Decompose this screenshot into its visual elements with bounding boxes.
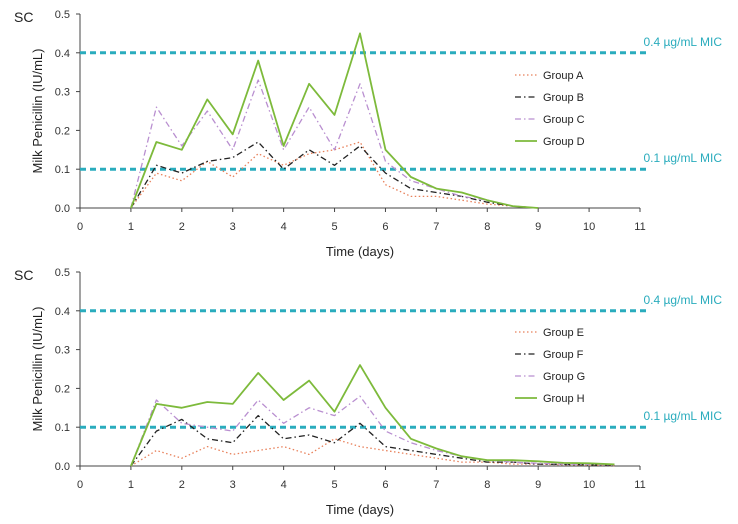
y-axis-title: Milk Penicillin (IU/mL) xyxy=(30,307,45,432)
legend-entry: Group E xyxy=(543,327,584,339)
x-tick-label: 2 xyxy=(179,479,185,491)
y-tick-label: 0.4 xyxy=(55,48,70,60)
y-axis-title: Milk Penicillin (IU/mL) xyxy=(30,49,45,174)
mic-reference-label: 0.1 µg/mL MIC xyxy=(644,151,723,165)
legend-entry: Group H xyxy=(543,393,585,405)
chart-panel-2: SC 0.0 0.1 0.2 0.3 0.4 0.5 0 1 2 3 4 5 6 7 8 9 10 11 Time (… xyxy=(14,267,722,517)
x-tick-label: 8 xyxy=(484,479,490,491)
x-tick-label: 8 xyxy=(484,221,490,233)
legend-entry: Group C xyxy=(543,114,585,126)
x-tick-label: 3 xyxy=(230,479,236,491)
y-tick-label: 0.2 xyxy=(55,125,70,137)
x-tick-label: 0 xyxy=(77,479,83,491)
x-tick-label: 6 xyxy=(382,221,388,233)
x-tick-label: 2 xyxy=(179,221,185,233)
panel-label: SC xyxy=(14,9,33,25)
x-tick-label: 4 xyxy=(281,221,287,233)
x-tick-label: 3 xyxy=(230,221,236,233)
x-tick-label: 7 xyxy=(433,479,439,491)
y-tick-label: 0.2 xyxy=(55,383,70,395)
x-axis-title: Time (days) xyxy=(326,244,394,259)
y-tick-label: 0.1 xyxy=(55,422,70,434)
x-tick-label: 9 xyxy=(535,479,541,491)
x-tick-label: 10 xyxy=(583,479,595,491)
legend-entry: Group A xyxy=(543,70,584,82)
legend-entry: Group G xyxy=(543,371,585,383)
legend-entry: Group D xyxy=(543,136,585,148)
x-tick-label: 10 xyxy=(583,221,595,233)
x-tick-label: 1 xyxy=(128,221,134,233)
mic-reference-label: 0.1 µg/mL MIC xyxy=(644,409,723,423)
legend-entry: Group B xyxy=(543,92,584,104)
x-tick-label: 9 xyxy=(535,221,541,233)
y-tick-label: 0.4 xyxy=(55,306,70,318)
series-line-group-b xyxy=(130,141,539,209)
x-tick-label: 5 xyxy=(331,479,337,491)
series-line-group-d xyxy=(130,32,539,209)
x-tick-label: 11 xyxy=(634,479,645,491)
series-line-group-g xyxy=(130,395,615,467)
series-line-group-f xyxy=(130,414,615,467)
x-tick-label: 7 xyxy=(433,221,439,233)
chart-panel-1: SC 0.0 0.1 0.2 0.3 0.4 0.5 0 1 2 3 4 5 6 7 8 9 10 11 Time (… xyxy=(14,9,722,259)
y-tick-label: 0.3 xyxy=(55,345,70,357)
legend-entry: Group F xyxy=(543,349,584,361)
mic-reference-label: 0.4 µg/mL MIC xyxy=(644,293,723,307)
panel-label: SC xyxy=(14,267,33,283)
y-tick-label: 0.1 xyxy=(55,164,70,176)
x-tick-label: 4 xyxy=(281,479,287,491)
y-tick-label: 0.5 xyxy=(55,267,70,279)
x-tick-label: 11 xyxy=(634,221,645,233)
x-tick-label: 0 xyxy=(77,221,83,233)
y-tick-label: 0.3 xyxy=(55,87,70,99)
x-tick-label: 1 xyxy=(128,479,134,491)
series-line-group-h xyxy=(130,364,615,467)
x-axis-title: Time (days) xyxy=(326,502,394,517)
y-tick-label: 0.0 xyxy=(55,461,70,473)
y-tick-label: 0.0 xyxy=(55,203,70,215)
x-tick-label: 6 xyxy=(382,479,388,491)
mic-reference-label: 0.4 µg/mL MIC xyxy=(644,35,723,49)
x-tick-label: 5 xyxy=(331,221,337,233)
series-line-group-c xyxy=(130,79,539,209)
y-tick-label: 0.5 xyxy=(55,9,70,21)
series-line-group-a xyxy=(130,141,539,209)
